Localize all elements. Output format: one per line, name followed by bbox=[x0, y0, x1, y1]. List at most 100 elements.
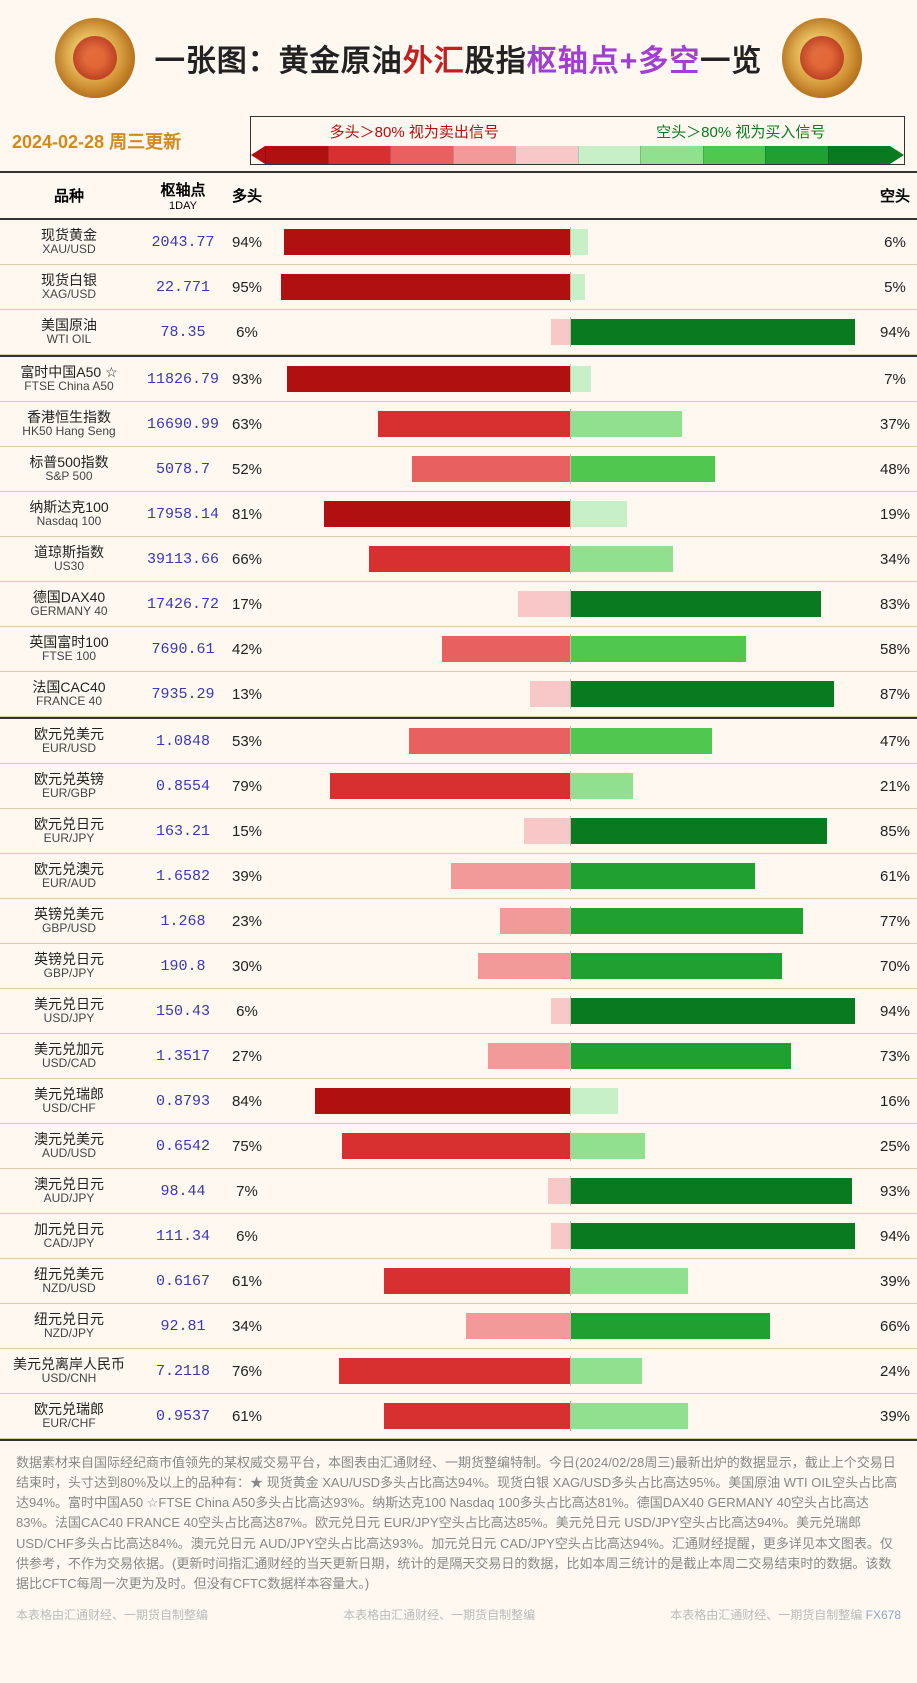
short-pct: 16% bbox=[873, 1093, 917, 1110]
short-pct: 19% bbox=[873, 506, 917, 523]
long-pct: 39% bbox=[228, 868, 266, 885]
pivot-value: 0.9537 bbox=[138, 1408, 228, 1425]
instrument-name: 法国CAC40FRANCE 40 bbox=[0, 679, 138, 709]
short-pct: 94% bbox=[873, 1003, 917, 1020]
subheader: 2024-02-28 周三更新 多头＞80% 视为卖出信号 空头＞80% 视为买… bbox=[0, 112, 917, 171]
pivot-value: 1.0848 bbox=[138, 733, 228, 750]
instrument-name: 纳斯达克100Nasdaq 100 bbox=[0, 499, 138, 529]
long-pct: 15% bbox=[228, 823, 266, 840]
long-pct: 27% bbox=[228, 1048, 266, 1065]
col-pivot: 枢轴点 1DAY bbox=[138, 179, 228, 212]
table-row: 现货黄金XAU/USD2043.7794%6% bbox=[0, 220, 917, 265]
sentiment-bar bbox=[266, 411, 873, 437]
table-row: 欧元兑澳元EUR/AUD1.658239%61% bbox=[0, 854, 917, 899]
table-row: 纽元兑日元NZD/JPY92.8134%66% bbox=[0, 1304, 917, 1349]
legend-gradient-bar bbox=[251, 146, 904, 164]
table-row: 富时中国A50 ☆FTSE China A5011826.7993%7% bbox=[0, 357, 917, 402]
pivot-value: 5078.7 bbox=[138, 461, 228, 478]
pivot-value: 17426.72 bbox=[138, 596, 228, 613]
sentiment-bar bbox=[266, 1043, 873, 1069]
instrument-name: 香港恒生指数HK50 Hang Seng bbox=[0, 409, 138, 439]
sentiment-bar bbox=[266, 818, 873, 844]
long-pct: 53% bbox=[228, 733, 266, 750]
short-pct: 58% bbox=[873, 641, 917, 658]
pivot-value: 7.2118 bbox=[138, 1363, 228, 1380]
short-pct: 87% bbox=[873, 686, 917, 703]
title-seg1: 一张图：黄金原油 bbox=[155, 45, 403, 78]
instrument-name: 欧元兑瑞郎EUR/CHF bbox=[0, 1401, 138, 1431]
pivot-value: 22.771 bbox=[138, 279, 228, 296]
long-pct: 75% bbox=[228, 1138, 266, 1155]
long-pct: 17% bbox=[228, 596, 266, 613]
credit-3: 本表格由汇通财经、一期货自制整编 FX678 bbox=[670, 1606, 901, 1623]
page-title: 一张图：黄金原油外汇股指枢轴点+多空一览 bbox=[155, 36, 763, 80]
table-row: 香港恒生指数HK50 Hang Seng16690.9963%37% bbox=[0, 402, 917, 447]
pivot-value: 1.268 bbox=[138, 913, 228, 930]
pivot-value: 1.3517 bbox=[138, 1048, 228, 1065]
instrument-name: 美国原油WTI OIL bbox=[0, 317, 138, 347]
long-pct: 34% bbox=[228, 1318, 266, 1335]
chart-container: 一张图：黄金原油外汇股指枢轴点+多空一览 2024-02-28 周三更新 多头＞… bbox=[0, 0, 917, 1633]
col-long: 多头 bbox=[228, 185, 266, 206]
table-row: 美元兑加元USD/CAD1.351727% 73% bbox=[0, 1034, 917, 1079]
instrument-name: 标普500指数S&P 500 bbox=[0, 454, 138, 484]
short-pct: 47% bbox=[873, 733, 917, 750]
pivot-value: 190.8 bbox=[138, 958, 228, 975]
watermark: FX678 bbox=[866, 1608, 901, 1622]
short-pct: 93% bbox=[873, 1183, 917, 1200]
pivot-value: 2043.77 bbox=[138, 234, 228, 251]
table-row: 德国DAX40GERMANY 4017426.7217%83% bbox=[0, 582, 917, 627]
long-pct: 61% bbox=[228, 1408, 266, 1425]
instrument-name: 澳元兑美元AUD/USD bbox=[0, 1131, 138, 1161]
pivot-value: 7690.61 bbox=[138, 641, 228, 658]
instrument-name: 美元兑瑞郎USD/CHF bbox=[0, 1086, 138, 1116]
col-name: 品种 bbox=[0, 185, 138, 206]
pivot-value: 0.8554 bbox=[138, 778, 228, 795]
instrument-name: 欧元兑美元EUR/USD bbox=[0, 726, 138, 756]
table-row: 澳元兑日元AUD/JPY98.447%93% bbox=[0, 1169, 917, 1214]
table-row: 英镑兑美元GBP/USD1.26823%77% bbox=[0, 899, 917, 944]
instrument-name: 美元兑离岸人民币USD/CNH bbox=[0, 1356, 138, 1386]
long-pct: 23% bbox=[228, 913, 266, 930]
sentiment-bar bbox=[266, 1223, 873, 1249]
sentiment-bar bbox=[266, 1313, 873, 1339]
instrument-name: 英国富时100FTSE 100 bbox=[0, 634, 138, 664]
long-pct: 6% bbox=[228, 1003, 266, 1020]
pivot-value: 92.81 bbox=[138, 1318, 228, 1335]
sentiment-bar bbox=[266, 953, 873, 979]
pivot-value: 7935.29 bbox=[138, 686, 228, 703]
table-row: 英镑兑日元GBP/JPY190.830%70% bbox=[0, 944, 917, 989]
sentiment-bar bbox=[266, 229, 873, 255]
short-pct: 70% bbox=[873, 958, 917, 975]
instrument-name: 纽元兑日元NZD/JPY bbox=[0, 1311, 138, 1341]
instrument-name: 富时中国A50 ☆FTSE China A50 bbox=[0, 364, 138, 394]
table-row: 美元兑日元USD/JPY150.436%94% bbox=[0, 989, 917, 1034]
table-row: 澳元兑美元AUD/USD0.654275%25% bbox=[0, 1124, 917, 1169]
update-date: 2024-02-28 周三更新 bbox=[12, 128, 232, 154]
sentiment-bar bbox=[266, 546, 873, 572]
table-row: 美元兑瑞郎USD/CHF0.879384%16% bbox=[0, 1079, 917, 1124]
table-row: 欧元兑日元EUR/JPY163.2115%85% bbox=[0, 809, 917, 854]
instrument-name: 美元兑加元USD/CAD bbox=[0, 1041, 138, 1071]
sentiment-bar bbox=[266, 1178, 873, 1204]
instrument-name: 英镑兑日元GBP/JPY bbox=[0, 951, 138, 981]
credit-1: 本表格由汇通财经、一期货自制整编 bbox=[16, 1606, 208, 1623]
instrument-name: 欧元兑日元EUR/JPY bbox=[0, 816, 138, 846]
legend: 多头＞80% 视为卖出信号 空头＞80% 视为买入信号 bbox=[250, 116, 905, 165]
instrument-name: 德国DAX40GERMANY 40 bbox=[0, 589, 138, 619]
column-headers: 品种 枢轴点 1DAY 多头 空头 bbox=[0, 171, 917, 220]
pivot-value: 17958.14 bbox=[138, 506, 228, 523]
table-row: 欧元兑美元EUR/USD1.084853% 47% bbox=[0, 719, 917, 764]
short-pct: 7% bbox=[873, 371, 917, 388]
sentiment-bar bbox=[266, 681, 873, 707]
sentiment-bar bbox=[266, 1403, 873, 1429]
table-row: 纽元兑美元NZD/USD0.616761%39% bbox=[0, 1259, 917, 1304]
short-pct: 73% bbox=[873, 1048, 917, 1065]
footer-credits: 本表格由汇通财经、一期货自制整编 本表格由汇通财经、一期货自制整编 本表格由汇通… bbox=[0, 1600, 917, 1633]
short-pct: 39% bbox=[873, 1408, 917, 1425]
long-pct: 6% bbox=[228, 1228, 266, 1245]
long-pct: 95% bbox=[228, 279, 266, 296]
table-row: 英国富时100FTSE 1007690.6142%58% bbox=[0, 627, 917, 672]
pivot-value: 78.35 bbox=[138, 324, 228, 341]
sentiment-bar bbox=[266, 1088, 873, 1114]
